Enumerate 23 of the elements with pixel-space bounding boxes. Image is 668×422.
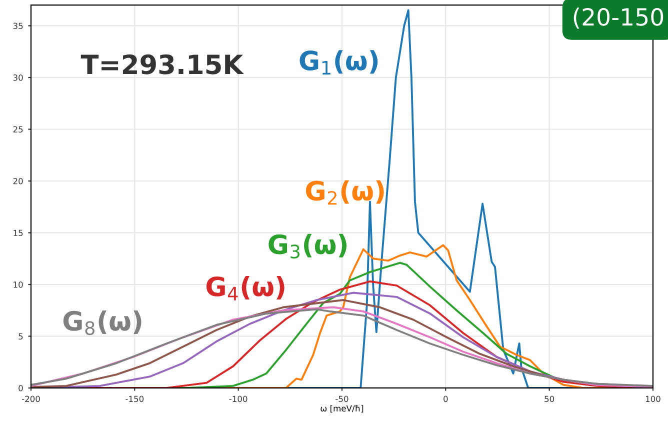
y-tick-label: 15: [14, 230, 23, 236]
y-tick-label: 25: [13, 126, 23, 133]
annotation: T=293.15K: [80, 54, 244, 74]
x-tick-label: -100: [229, 396, 248, 402]
y-tick-label: 0: [18, 384, 23, 392]
y-tick-label: 10: [14, 281, 23, 288]
y-tick-label: 20: [13, 178, 23, 184]
y-tick-label: 5: [18, 333, 23, 340]
series-label: G$_{1}$(ω): [300, 50, 378, 74]
x-tick-label: -150: [126, 396, 144, 402]
x-tick-label: 50: [544, 396, 554, 402]
series-label: G$_{8}$(ω): [63, 310, 142, 336]
y-tick-label: 35: [13, 22, 23, 30]
series-label: G$_{2}$(ω): [306, 180, 384, 205]
x-tick-label: 100: [646, 396, 660, 402]
x-axis-title: ω [meV/ħ]: [320, 405, 364, 413]
annotation: (20-150: [574, 8, 664, 29]
x-tick-label: -200: [22, 396, 40, 402]
series-label: G$_{3}$(ω): [268, 234, 347, 259]
series-label: G$_{4}$(ω): [206, 276, 284, 300]
x-tick-label: -50: [336, 396, 348, 402]
x-tick-label: 0: [444, 396, 448, 402]
y-tick-label: 30: [13, 74, 23, 81]
